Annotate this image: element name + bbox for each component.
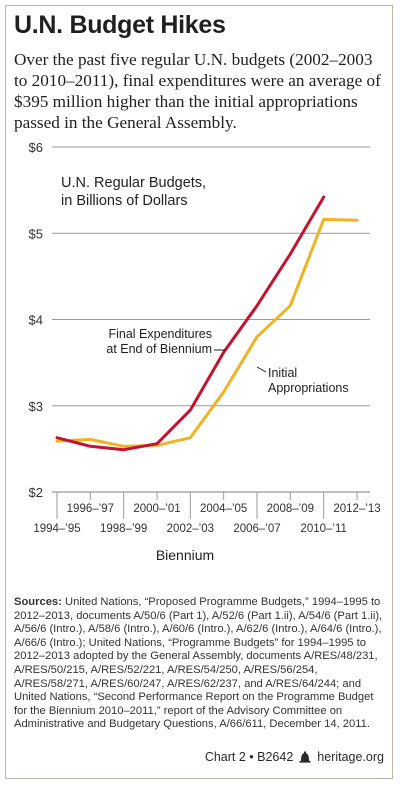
x-axis-ticks: 1994–’95 1996–’97 1998–’99 2000–’01 2002–’03… [33, 492, 381, 535]
sources-text: United Nations, “Proposed Programme Budg… [14, 596, 383, 731]
x-tick-label: 2006–’07 [233, 523, 280, 535]
x-tick-label: 1996–’97 [67, 503, 114, 515]
page-title: U.N. Budget Hikes [14, 11, 226, 39]
series-lines [55, 195, 359, 452]
series-line-initial-appropriations [55, 217, 359, 448]
page-subtitle: Over the past five regular U.N. budgets … [14, 50, 381, 132]
y-axis-ticks: $2 $3 $4 $5 $6 [29, 140, 43, 500]
footer: Chart 2 • B2642 heritage.org [205, 750, 384, 764]
series-line-final-expenditures [55, 195, 326, 452]
x-tick-label: 2012–’13 [333, 503, 380, 515]
site-link[interactable]: heritage.org [317, 750, 384, 764]
x-tick-label: 2000–’01 [133, 503, 180, 515]
x-axis-label: Biennium [156, 547, 214, 563]
y-tick-label: $5 [29, 226, 43, 241]
chart-inner-title-line-2: in Billions of Dollars [61, 193, 188, 209]
x-tick-label: 1994–’95 [33, 523, 80, 535]
sources-note: Sources: United Nations, “Proposed Progr… [14, 596, 384, 732]
x-tick-label: 2008–’09 [267, 503, 314, 515]
x-tick-label: 2002–’03 [167, 523, 214, 535]
series-label-initial-appropriations: Appropriations [268, 381, 349, 395]
series-label-initial-appropriations: Initial [268, 366, 297, 380]
y-tick-label: $3 [29, 399, 43, 414]
sources-label: Sources: [14, 596, 62, 608]
line-chart: $2 $3 $4 $5 $6 1994–’95 1996–’97 1998–’99 2000–… [29, 140, 381, 563]
y-tick-label: $4 [29, 313, 43, 328]
y-tick-label: $6 [29, 140, 43, 155]
grid-lines [52, 146, 370, 493]
x-tick-label: 1998–’99 [100, 523, 147, 535]
liberty-bell-icon [299, 751, 311, 763]
chart-frame [5, 5, 393, 779]
series-label-final-expenditures: at End of Biennium [106, 342, 212, 356]
x-tick-label: 2004–’05 [200, 503, 247, 515]
series-label-final-expenditures: Final Expenditures [108, 327, 212, 341]
chart-inner-title-line-1: U.N. Regular Budgets, [61, 175, 206, 191]
y-tick-label: $2 [29, 485, 43, 500]
leader-line [256, 366, 267, 373]
x-tick-label: 2010–’11 [300, 523, 346, 535]
chart-id: Chart 2 • B2642 [204, 750, 294, 764]
